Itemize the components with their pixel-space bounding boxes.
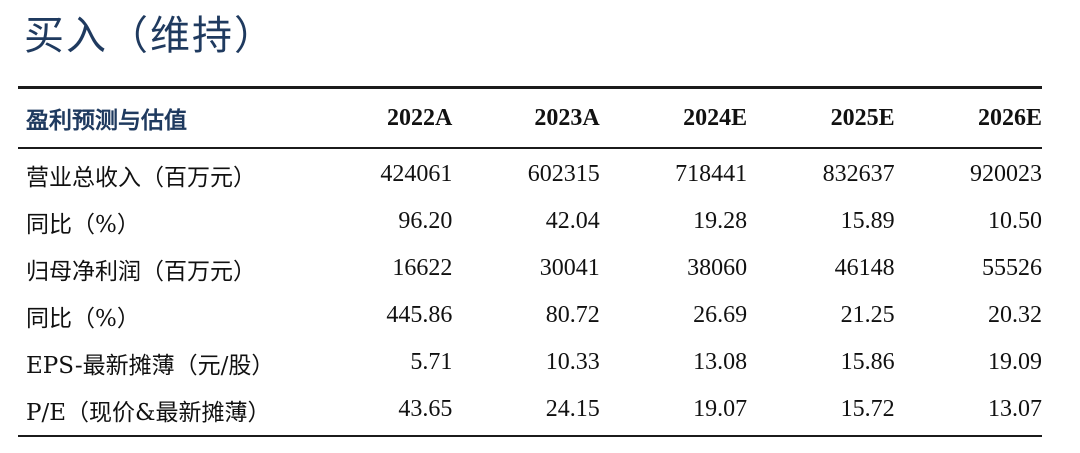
- table-cell: 21.25: [840, 302, 895, 328]
- table-cell: 10.33: [545, 349, 600, 375]
- table-row: 同比（%） 96.20 42.04 19.28 15.89 10.50: [18, 198, 1042, 245]
- table-cell: 19.09: [988, 349, 1042, 375]
- table-cell: 96.20: [398, 208, 453, 234]
- table-cell: 10.50: [988, 208, 1042, 234]
- table-cell: 602315: [527, 161, 600, 187]
- row-label: 同比（%）: [26, 211, 140, 238]
- rating-title: 买入（维持）: [24, 13, 276, 59]
- table-header-row: 盈利预测与估值 2022A 2023A 2024E 2025E 2026E: [18, 89, 1042, 149]
- header-year-2023: 2023A: [534, 104, 600, 131]
- table-cell: 13.07: [988, 396, 1042, 422]
- table-cell: 55526: [982, 255, 1042, 281]
- table-cell: 38060: [687, 255, 748, 281]
- table-cell: 445.86: [386, 302, 453, 328]
- table-cell: 26.69: [693, 302, 748, 328]
- header-label: 盈利预测与估值: [26, 107, 187, 134]
- table-cell: 24.15: [545, 396, 600, 422]
- table-cell: 30041: [539, 255, 600, 281]
- table-cell: 718441: [675, 161, 748, 187]
- row-label: 营业总收入（百万元）: [26, 164, 256, 191]
- table-cell: 424061: [380, 161, 453, 187]
- table-cell: 43.65: [398, 396, 453, 422]
- table-row: EPS-最新摊薄（元/股） 5.71 10.33 13.08 15.86 19.…: [18, 339, 1042, 386]
- table-row: 同比（%） 445.86 80.72 26.69 21.25 20.32: [18, 292, 1042, 339]
- table-cell: 832637: [822, 161, 895, 187]
- table-cell: 15.86: [840, 349, 895, 375]
- row-label: 归母净利润（百万元）: [26, 258, 256, 285]
- table-row: 营业总收入（百万元） 424061 602315 718441 832637 9…: [18, 151, 1042, 198]
- table-cell: 15.89: [840, 208, 895, 234]
- table-cell: 19.07: [693, 396, 748, 422]
- table-cell: 5.71: [410, 349, 453, 375]
- earnings-forecast-table: 盈利预测与估值 2022A 2023A 2024E 2025E 2026E 营业…: [18, 86, 1042, 437]
- header-year-2024: 2024E: [683, 104, 748, 131]
- table-row: 归母净利润（百万元） 16622 30041 38060 46148 55526: [18, 245, 1042, 292]
- table-cell: 13.08: [693, 349, 748, 375]
- header-year-2026: 2026E: [977, 104, 1042, 131]
- table-cell: 46148: [834, 255, 895, 281]
- table-cell: 16622: [392, 255, 453, 281]
- header-year-2025: 2025E: [830, 104, 895, 131]
- row-label: 同比（%）: [26, 305, 140, 332]
- table-cell: 42.04: [545, 208, 600, 234]
- table-cell: 80.72: [545, 302, 600, 328]
- table-body: 营业总收入（百万元） 424061 602315 718441 832637 9…: [18, 149, 1042, 435]
- row-label: EPS-最新摊薄（元/股）: [26, 352, 275, 379]
- table-row: P/E（现价&最新摊薄） 43.65 24.15 19.07 15.72 13.…: [18, 386, 1042, 433]
- row-label: P/E（现价&最新摊薄）: [26, 399, 271, 426]
- table-cell: 15.72: [840, 396, 895, 422]
- table-cell: 19.28: [693, 208, 748, 234]
- table-cell: 20.32: [988, 302, 1042, 328]
- header-year-2022: 2022A: [386, 104, 453, 131]
- table-cell: 920023: [970, 161, 1042, 187]
